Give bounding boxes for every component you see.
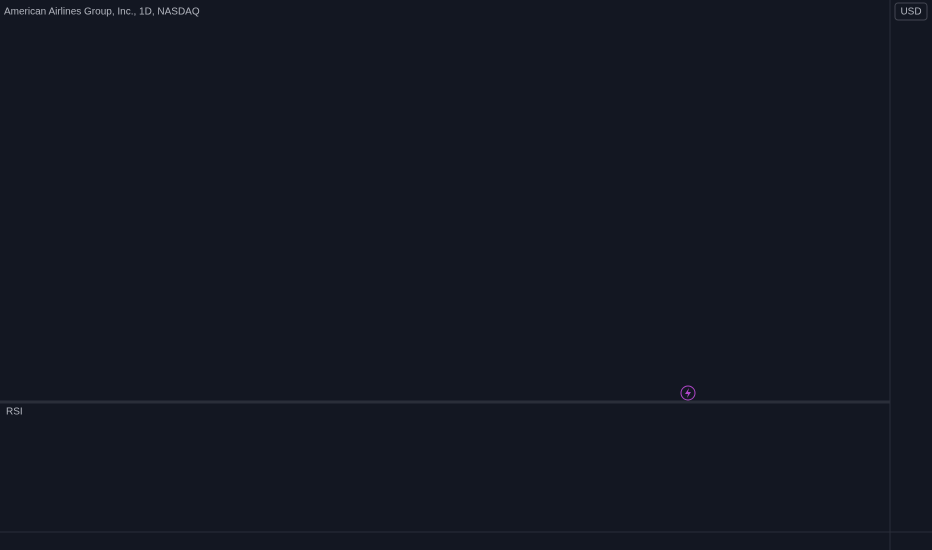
chart-title: American Airlines Group, Inc., 1D, NASDA… bbox=[4, 7, 200, 18]
currency-button[interactable] bbox=[894, 2, 928, 21]
lightning[interactable] bbox=[685, 388, 691, 398]
events-icon[interactable] bbox=[680, 385, 696, 401]
currency-label[interactable]: USD bbox=[900, 7, 921, 18]
rsi-title: RSI bbox=[6, 407, 23, 418]
